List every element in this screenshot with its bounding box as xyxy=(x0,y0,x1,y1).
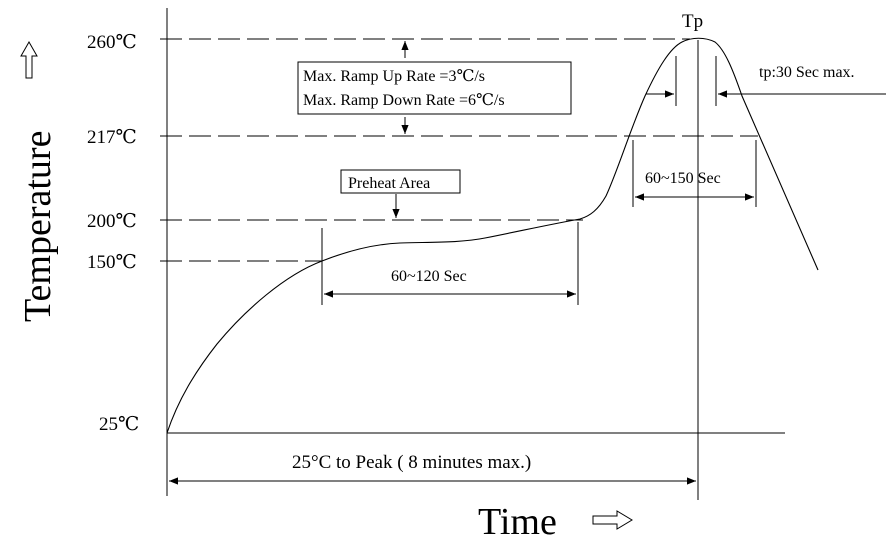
peak-duration-label: tp:30 Sec max. xyxy=(759,64,855,81)
liquidus-duration-label: 60~150 Sec xyxy=(645,170,721,187)
total-duration-label: 25°C to Peak ( 8 minutes max.) xyxy=(292,452,531,473)
temp-label-217: 217℃ xyxy=(87,127,137,148)
temp-label-150: 150℃ xyxy=(87,252,137,273)
ramp-up-rate: Max. Ramp Up Rate =3℃/s xyxy=(303,68,485,85)
preheat-area-label: Preheat Area xyxy=(348,175,430,192)
temp-label-200: 200℃ xyxy=(87,211,137,232)
ramp-down-rate: Max. Ramp Down Rate =6℃/s xyxy=(303,92,505,109)
y-axis-title: Temperature xyxy=(17,131,59,322)
reflow-profile-curve xyxy=(166,37,819,434)
peak-label: Tp xyxy=(682,11,703,32)
y-axis-arrow-icon xyxy=(20,40,38,79)
preheat-duration-label: 60~120 Sec xyxy=(391,268,467,285)
temp-label-25: 25℃ xyxy=(99,414,139,435)
ramp-rate-box xyxy=(297,61,572,115)
temp-label-260: 260℃ xyxy=(87,32,137,53)
x-axis-title: Time xyxy=(478,501,557,537)
preheat-area-box xyxy=(340,169,461,194)
x-axis-arrow-icon xyxy=(592,510,633,530)
